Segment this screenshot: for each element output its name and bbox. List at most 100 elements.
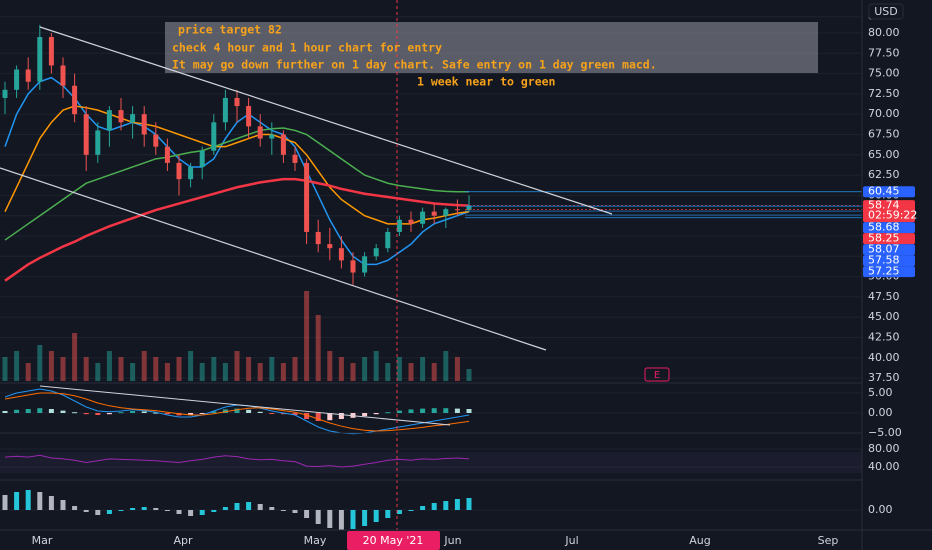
candle-body: [60, 65, 66, 86]
candle-body: [141, 114, 147, 135]
momentum-bar: [153, 508, 159, 510]
cursor-badge: [347, 531, 440, 550]
candle-body: [72, 85, 78, 115]
momentum-bar: [396, 510, 402, 514]
macd-hist: [385, 412, 391, 414]
y-tick-label: 40.00: [868, 351, 900, 364]
y-tick-label: 40.00: [868, 460, 900, 473]
volume-bar: [454, 357, 460, 381]
macd-hist: [257, 411, 263, 413]
volume-bar: [2, 357, 8, 381]
candle-body: [408, 219, 414, 224]
macd-hist: [269, 413, 275, 414]
y-tick-label: 42.50: [868, 331, 900, 344]
volume-bar: [327, 351, 333, 381]
momentum-bar: [338, 510, 344, 530]
moving-average: [4, 105, 470, 225]
momentum-bar: [234, 503, 240, 510]
candle-body: [292, 154, 298, 163]
volume-bar: [72, 333, 78, 381]
candle-body: [14, 69, 20, 90]
momentum-bar: [350, 510, 356, 529]
volume-bar: [443, 351, 449, 381]
currency-box[interactable]: [868, 3, 904, 20]
macd-hist: [188, 413, 194, 415]
candle-body: [327, 244, 333, 249]
candle-body: [95, 130, 101, 155]
momentum-bar: [199, 510, 205, 515]
y-tick-label: 0.00: [868, 406, 893, 419]
price-badge: [863, 255, 915, 267]
momentum-bar: [60, 500, 66, 510]
macd-hist: [2, 411, 8, 413]
x-tick-label: Sep: [818, 534, 839, 547]
volume-bar: [315, 315, 321, 381]
macd-hist: [95, 413, 101, 415]
price-badge-label: 58.74: [868, 199, 900, 212]
volume-bar: [385, 363, 391, 381]
candle-body: [25, 69, 31, 82]
event-marker[interactable]: [644, 367, 670, 382]
candle-body: [153, 134, 159, 147]
candle-body: [385, 231, 391, 249]
macd-hist: [164, 413, 170, 415]
y-tick-label: 70.00: [868, 107, 900, 120]
macd-hist: [25, 409, 31, 413]
annotation: price target 82: [178, 23, 282, 37]
candle-body: [199, 150, 205, 167]
y-tick-label: 37.50: [868, 371, 900, 384]
macd-hist: [466, 409, 472, 413]
momentum-bar: [72, 506, 78, 510]
candle-body: [257, 126, 263, 139]
momentum-bar: [443, 501, 449, 510]
momentum-bar: [106, 510, 112, 514]
momentum-bar: [420, 506, 426, 510]
volume-bar: [338, 357, 344, 381]
macd-hist: [141, 411, 147, 413]
candle-body: [466, 205, 472, 211]
volume-bar: [176, 357, 182, 381]
momentum-bar: [83, 510, 89, 512]
momentum-bar: [304, 510, 310, 518]
candle-body: [234, 97, 240, 107]
oscillator-line: [4, 454, 470, 468]
momentum-bar: [141, 507, 147, 510]
price-badge: [863, 244, 915, 256]
macd-hist: [338, 413, 344, 419]
y-tick-label: 67.50: [868, 127, 900, 140]
momentum-bar: [14, 492, 20, 510]
macd-hist: [234, 408, 240, 413]
volume-bar: [234, 351, 240, 381]
macd-hist: [373, 413, 379, 415]
price-axis: 8280.0077.5075.0072.5070.0067.5065.0062.…: [32, 10, 917, 550]
momentum-bar: [164, 510, 170, 511]
plot: [0, 24, 862, 530]
candle-body: [373, 248, 379, 257]
y-tick-label: 80.00: [868, 442, 900, 455]
price-badge-label: 58.07: [868, 243, 900, 256]
osc-band: [0, 452, 862, 474]
momentum-bar: [222, 507, 228, 510]
volume-bar: [153, 357, 159, 381]
candle-body: [222, 97, 228, 123]
candle-body: [420, 211, 426, 224]
y-tick-label: 75.00: [868, 67, 900, 80]
candle-body: [130, 114, 136, 123]
event-marker-label[interactable]: E: [654, 370, 660, 381]
volume-bar: [373, 351, 379, 381]
volume-bar: [188, 351, 194, 381]
currency[interactable]: USD: [874, 5, 898, 18]
y-tick-label: 0.00: [868, 503, 893, 516]
annotation: 1 week near to green: [417, 75, 556, 89]
macd-hist: [130, 411, 136, 413]
volume-bar: [48, 351, 54, 381]
momentum-bar: [176, 510, 182, 514]
macd-hist: [72, 412, 78, 414]
candle-body: [269, 134, 275, 139]
macd-hist: [420, 408, 426, 413]
y-tick-label: 62.50: [868, 168, 900, 181]
y-tick-label: 77.50: [868, 46, 900, 59]
momentum-bar: [362, 510, 368, 526]
volume-bar: [222, 363, 228, 381]
volume-bar: [431, 363, 437, 381]
